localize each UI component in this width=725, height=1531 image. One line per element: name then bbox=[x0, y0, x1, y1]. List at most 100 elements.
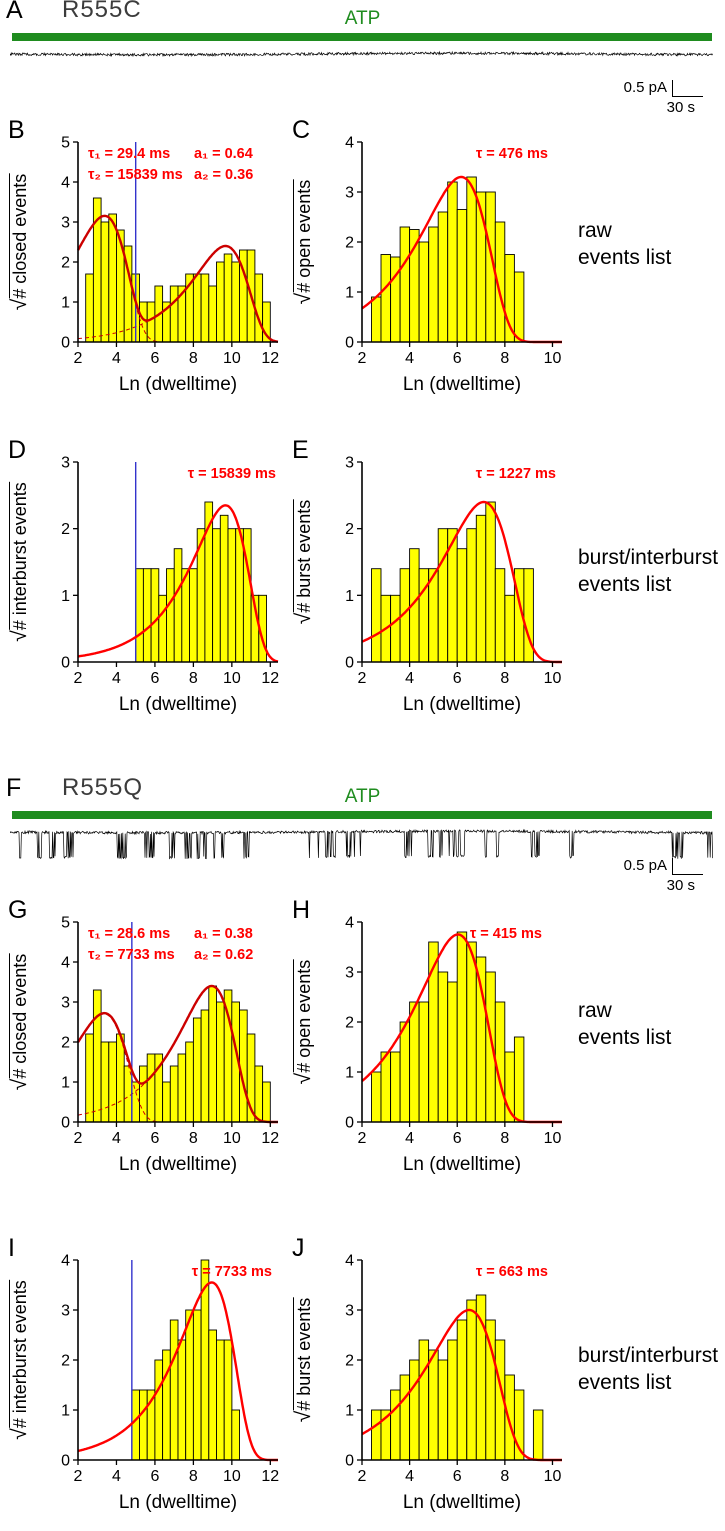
y-tick-label: 4 bbox=[345, 1253, 354, 1270]
histogram-bar bbox=[466, 941, 477, 1123]
fit-component-curve bbox=[77, 215, 159, 343]
x-tick-label: 10 bbox=[223, 1130, 241, 1147]
construct-title: R555Q bbox=[62, 774, 144, 801]
x-tick-label: 8 bbox=[189, 1130, 198, 1147]
fit-annotation: a₂ = 0.36 bbox=[194, 167, 253, 183]
x-tick-label: 10 bbox=[544, 670, 562, 687]
y-axis-label: √# interburst events bbox=[8, 1280, 32, 1440]
side-label-burst-interburst: burst/interburst events list bbox=[578, 544, 718, 599]
y-tick-label: 3 bbox=[61, 1303, 70, 1320]
atp-label: ATP bbox=[344, 8, 381, 29]
y-axis-label: √# closed events bbox=[8, 173, 32, 311]
y-tick-label: 0 bbox=[345, 335, 354, 352]
histogram-bar bbox=[494, 568, 506, 663]
atp-bar bbox=[12, 811, 712, 819]
sqrt-icon: √ bbox=[8, 1078, 31, 1091]
histogram-bar bbox=[428, 1349, 439, 1461]
histogram-bar bbox=[447, 981, 458, 1123]
histogram-bar bbox=[154, 1359, 164, 1461]
fit-curve bbox=[76, 214, 279, 343]
x-tick-label: 2 bbox=[74, 350, 83, 367]
sqrt-icon: √ bbox=[292, 292, 315, 305]
histogram-bar bbox=[139, 1065, 148, 1123]
histogram-bar bbox=[135, 568, 144, 663]
histogram-bar bbox=[146, 301, 156, 343]
histogram-bar bbox=[235, 528, 244, 663]
x-tick-label: 2 bbox=[358, 670, 367, 687]
y-axis-label-text: # burst events bbox=[293, 499, 314, 613]
histogram-bar bbox=[466, 176, 477, 343]
histogram-bar bbox=[371, 1409, 382, 1461]
y-axis-label: √# burst events bbox=[292, 1297, 316, 1422]
panel-letter-J: J bbox=[292, 1234, 305, 1262]
histogram-bar bbox=[437, 211, 449, 343]
side-label-line: burst/interburst bbox=[578, 1344, 719, 1367]
side-label-line: events list bbox=[578, 246, 672, 270]
histogram-bar bbox=[150, 568, 160, 663]
histogram-bar bbox=[166, 568, 175, 663]
sqrt-icon: √ bbox=[8, 298, 31, 311]
y-axis-label: √# interburst events bbox=[8, 482, 32, 642]
atp-bar bbox=[12, 33, 712, 41]
panel-G: G √# closed events 2 4 6 8 10 12 0 1 2 3 4 5 τ₁ = 28… bbox=[6, 896, 288, 1182]
histogram-bar bbox=[456, 931, 468, 1123]
fit-curve bbox=[77, 984, 278, 1124]
histogram-bar bbox=[485, 1319, 496, 1461]
histogram-bar bbox=[169, 1319, 179, 1461]
histogram-bar bbox=[466, 528, 477, 663]
side-label-line: events list bbox=[578, 573, 672, 597]
x-tick-label: 12 bbox=[261, 1468, 279, 1485]
sqrt-icon: √ bbox=[292, 1072, 315, 1085]
histogram-bar bbox=[158, 594, 167, 663]
histogram-plot-burst: 2 4 6 8 10 0 1 2 3 4 τ = 663 ms bbox=[345, 1253, 562, 1485]
y-tick-label: 0 bbox=[345, 655, 354, 672]
histogram-bar bbox=[192, 273, 202, 343]
histogram-bar bbox=[216, 1001, 225, 1123]
row-raw-R555C: B √# closed events 2 4 6 8 10 12 0 1 2 3 4 5 τ₁ = 29… bbox=[0, 116, 725, 422]
x-tick-label: 4 bbox=[112, 1130, 121, 1147]
y-axis-label: √# closed events bbox=[8, 953, 32, 1091]
x-tick-label: 2 bbox=[74, 670, 83, 687]
current-trace bbox=[10, 828, 713, 860]
construct-title: R555C bbox=[62, 0, 142, 23]
x-tick-label: 2 bbox=[74, 1130, 83, 1147]
sqrt-icon: √ bbox=[8, 630, 31, 642]
row-raw-R555Q: G √# closed events 2 4 6 8 10 12 0 1 2 3 4 5 τ₁ = 28… bbox=[0, 896, 725, 1202]
histogram-bar bbox=[223, 1339, 233, 1461]
y-axis-label-text: # interburst events bbox=[9, 1280, 30, 1429]
y-axis-label-text: # open events bbox=[293, 959, 314, 1073]
x-tick-label: 4 bbox=[405, 350, 414, 367]
histogram-bar bbox=[504, 254, 515, 343]
atp-label: ATP bbox=[344, 786, 381, 807]
x-tick-label: 8 bbox=[500, 670, 509, 687]
y-tick-label: 4 bbox=[345, 915, 354, 932]
panel-letter-F: F bbox=[6, 774, 22, 802]
x-tick-label: 8 bbox=[500, 1130, 509, 1147]
histogram-bar bbox=[418, 241, 430, 343]
histogram-bar bbox=[428, 226, 439, 343]
panel-I: I √# interburst events 2 4 6 8 10 12 0 1 2 3 4 τ = … bbox=[6, 1234, 288, 1520]
y-tick-label: 1 bbox=[61, 588, 70, 605]
side-label-raw: raw events list bbox=[578, 217, 671, 272]
y-tick-label: 3 bbox=[61, 995, 70, 1012]
y-tick-label: 3 bbox=[345, 1303, 354, 1320]
x-tick-label: 6 bbox=[453, 670, 462, 687]
x-axis-label: Ln (dwelltime) bbox=[118, 374, 238, 395]
histogram-bar bbox=[200, 273, 210, 343]
histogram-bar bbox=[399, 1374, 411, 1461]
x-tick-label: 6 bbox=[150, 350, 159, 367]
trace-line bbox=[10, 828, 713, 860]
y-tick-label: 2 bbox=[61, 255, 70, 272]
histogram-bar bbox=[254, 1065, 264, 1123]
histogram-bar bbox=[390, 594, 401, 663]
histogram-bar bbox=[212, 528, 221, 663]
histogram-bar bbox=[466, 1299, 477, 1461]
histogram-bar bbox=[223, 253, 233, 343]
y-tick-label: 0 bbox=[61, 1453, 70, 1470]
y-axis-label-text: # open events bbox=[293, 179, 314, 293]
histogram-bar bbox=[239, 1009, 248, 1123]
x-tick-label: 12 bbox=[261, 350, 279, 367]
side-label-burst-interburst: burst/interburst events list bbox=[578, 1342, 718, 1397]
side-label-line: burst/interburst bbox=[578, 546, 719, 569]
histogram-bar bbox=[216, 1339, 225, 1461]
